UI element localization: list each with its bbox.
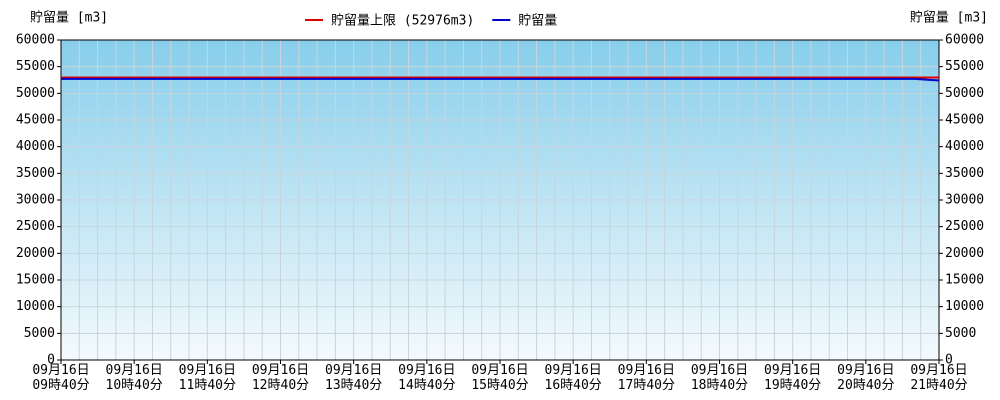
y-tick-label: 20000 [16, 246, 55, 261]
y2-tick-label: 60000 [945, 33, 984, 48]
x-tick-label: 09月16日 15時40分 [471, 363, 529, 393]
y-tick-label: 0 [47, 353, 55, 368]
x-tick-label: 09月16日 12時40分 [251, 363, 310, 393]
x-tick-label: 09月16日 13時40分 [325, 363, 383, 393]
x-tick-label: 09月16日 14時40分 [398, 363, 456, 393]
y-tick-label: 60000 [16, 33, 55, 48]
y-tick-label: 10000 [16, 299, 55, 314]
legend-label: 貯留量上限 (52976m3) [331, 14, 474, 29]
y2-tick-label: 35000 [945, 166, 984, 181]
x-tick-label: 09月16日 18時40分 [690, 363, 749, 393]
x-tick-label: 09月16日 09時40分 [32, 363, 90, 393]
y-tick-label: 50000 [16, 86, 55, 101]
y2-axis-title: 貯留量 [m3] [910, 11, 988, 26]
y2-tick-label: 10000 [945, 299, 984, 314]
series-line [61, 77, 940, 82]
y2-tick-label: 15000 [945, 273, 984, 288]
x-tick-label: 09月16日 17時40分 [617, 363, 675, 393]
y-axis-title: 貯留量 [m3] [30, 11, 108, 26]
y2-tick-label: 40000 [945, 139, 984, 154]
x-tick-label: 09月16日 21時40分 [910, 363, 968, 393]
x-tick-label: 09月16日 10時40分 [105, 363, 163, 393]
x-tick-label: 09月16日 11時40分 [178, 363, 236, 393]
y-tick-label: 30000 [16, 193, 55, 208]
y-tick-label: 15000 [16, 273, 55, 288]
legend-label: 貯留量 [518, 14, 557, 29]
y2-tick-label: 20000 [945, 246, 984, 261]
y2-tick-label: 5000 [945, 326, 976, 341]
y-tick-label: 5000 [24, 326, 55, 341]
x-tick-label: 09月16日 16時40分 [544, 363, 602, 393]
y2-tick-label: 50000 [945, 86, 984, 101]
y2-tick-label: 45000 [945, 113, 984, 128]
y2-tick-label: 30000 [945, 193, 984, 208]
y-tick-label: 55000 [16, 59, 55, 74]
y-tick-label: 45000 [16, 113, 55, 128]
y-tick-label: 25000 [16, 219, 55, 234]
plot-border [60, 39, 940, 361]
y-tick-label: 35000 [16, 166, 55, 181]
x-tick-label: 09月16日 20時40分 [837, 363, 895, 393]
y2-tick-label: 25000 [945, 219, 984, 234]
x-tick-label: 09月16日 19時40分 [764, 363, 822, 393]
y-tick-label: 40000 [16, 139, 55, 154]
y2-tick-label: 0 [945, 353, 953, 368]
y2-tick-label: 55000 [945, 59, 984, 74]
